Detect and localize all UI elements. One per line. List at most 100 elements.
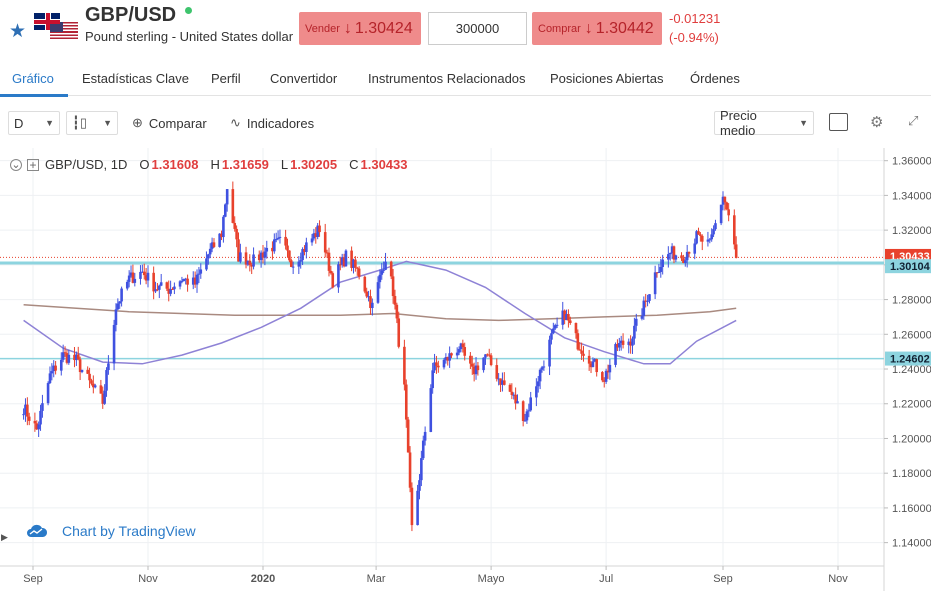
candle [527,403,531,418]
collapse-chevron-icon[interactable]: ⌄ [10,158,22,171]
candle-body [495,365,499,379]
candle [723,196,727,211]
tab-open-positions[interactable]: Posiciones Abiertas [550,71,664,86]
candle [661,254,664,275]
candle-body [540,367,544,370]
candle [212,238,216,248]
candle-body [378,274,382,283]
us-flag-icon [49,21,79,41]
candle [697,227,700,235]
buy-button[interactable]: Comprar ↓ 1.30442 [532,12,662,45]
candle [337,261,340,293]
y-tick-label: 1.22000 [892,399,931,411]
tab-converter[interactable]: Convertidor [270,71,338,86]
candle-body [408,452,412,488]
candle-body [433,362,436,371]
candle-body [393,296,397,305]
candle [668,252,672,261]
candle-body [303,249,306,252]
tab-profile[interactable]: Perfil [211,71,241,86]
candle-body [700,235,704,242]
interval-select[interactable]: D ▼ [8,111,60,135]
candle [469,352,472,370]
sell-button[interactable]: Vender ↓ 1.30424 [299,12,421,45]
candle [548,335,551,376]
candle [271,241,274,260]
candle-body [642,300,646,317]
chevron-down-icon: ▼ [103,118,112,128]
chart-style-select[interactable]: ┇▯ ▼ [66,111,118,135]
candle-body [674,255,678,260]
candle [371,298,374,316]
candle-body [340,257,344,265]
tab-chart[interactable]: Gráfico [12,71,54,86]
compare-button[interactable]: ⊕ Comparar [132,115,207,131]
gear-icon[interactable]: ⚙ [870,114,884,131]
tab-related-instruments[interactable]: Instrumentos Relacionados [368,71,526,86]
candle [37,421,40,437]
candle [667,246,670,268]
y-tick-label: 1.28000 [892,295,931,307]
x-tick-label: Nov [138,573,158,585]
candle-body [246,260,250,265]
candle-body [310,238,314,243]
candle-body [659,267,663,272]
candle [378,269,382,289]
candle [459,342,463,353]
candle-body [589,363,593,368]
candle [629,335,632,354]
add-symbol-plus-icon[interactable]: + [27,158,39,171]
candle-body [105,370,108,391]
candle-body [67,354,71,363]
candle-body [733,215,736,245]
market-open-indicator [185,7,192,14]
amount-input[interactable] [428,12,527,45]
candle [429,384,433,433]
y-tick-label: 1.20000 [892,433,931,445]
candle [233,216,237,232]
candle [410,482,414,532]
candle [514,387,517,410]
candle-body [127,275,131,282]
chart-area[interactable]: 1.360001.340001.320001.300001.280001.260… [0,148,931,591]
candle-body [231,189,235,223]
candle [653,265,657,300]
y-tick-label: 1.18000 [892,468,931,480]
candle-body [146,272,150,281]
tab-key-stats[interactable]: Estadísticas Clave [82,71,189,86]
candle [580,342,583,361]
scroll-left-arrow-icon[interactable]: ▶ [1,532,8,542]
candle [457,346,461,356]
price-type-select[interactable]: Precio medio ▼ [714,108,814,138]
candle-body [337,264,340,288]
fullscreen-expand-icon[interactable]: ⤢ [908,113,919,128]
favorite-star-icon[interactable]: ★ [9,21,27,42]
tab-bar: Gráfico Estadísticas Clave Perfil Conver… [0,62,931,97]
candle [576,329,580,351]
candle-body [288,250,291,261]
candle [435,355,438,374]
candle [437,360,440,373]
candle-body [538,369,542,382]
candle-body [65,353,69,363]
candle [565,309,568,321]
candle-body [403,346,406,385]
candle [384,252,387,271]
tab-orders[interactable]: Órdenes [690,71,740,86]
candle [714,219,717,231]
price-chart[interactable]: 1.360001.340001.320001.300001.280001.260… [0,148,931,591]
snapshot-square-icon[interactable] [829,113,848,131]
candle-body [395,304,399,319]
candle [144,267,148,285]
candle [259,250,263,268]
tradingview-watermark[interactable]: Chart by TradingView [26,523,196,539]
candle-body [529,397,533,411]
candle [195,269,199,293]
candle [27,412,31,426]
candle-body [376,282,380,303]
candle-body [725,202,729,210]
candle-body [670,246,674,253]
candle-body [682,258,685,264]
indicators-button[interactable]: ∿ Indicadores [230,115,314,131]
candle-body [90,380,93,384]
